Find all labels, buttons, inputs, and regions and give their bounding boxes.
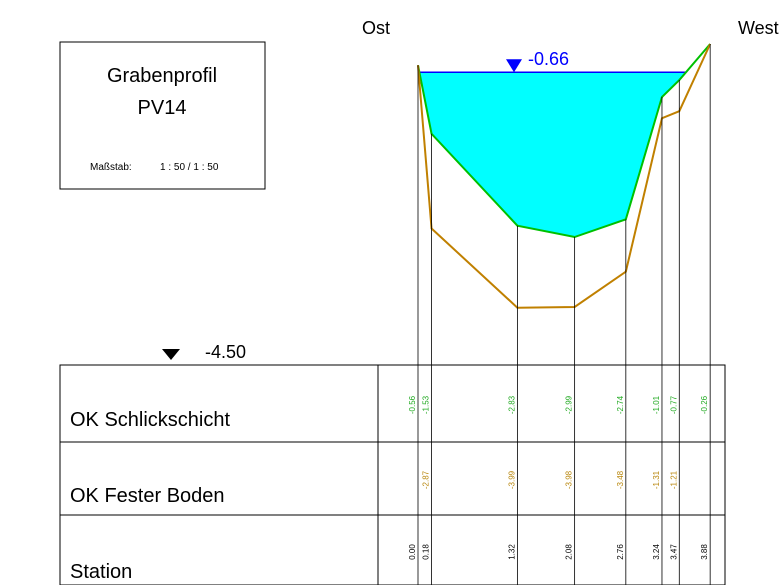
boden-value: -2.87 — [422, 470, 431, 489]
table-values: -0.56 0.00 -1.53 -2.87 0.18 -2.83 -3.99 1.32 -2.… — [408, 395, 709, 559]
title-box: Grabenprofil PV14 Maßstab: 1 : 50 / 1 : … — [59, 41, 266, 190]
schlick-value: -0.77 — [669, 395, 678, 414]
water-level-label: -0.66 — [528, 49, 569, 69]
schlick-value: -1.01 — [652, 395, 661, 414]
row-label-boden: OK Fester Boden — [70, 485, 225, 507]
schlick-value: -1.53 — [422, 395, 431, 414]
reference-level-label: -4.50 — [205, 342, 246, 362]
scale-label: Maßstab: — [90, 162, 132, 173]
station-value: 2.76 — [616, 544, 625, 560]
schlick-value: -2.83 — [507, 395, 516, 414]
station-value: 0.00 — [408, 544, 417, 560]
direction-left: Ost — [362, 18, 390, 38]
schlick-profile-line — [417, 43, 711, 239]
schlick-value: -0.56 — [408, 395, 417, 414]
profile-title: Grabenprofil — [107, 65, 217, 87]
reference-level-marker — [162, 349, 180, 360]
station-value: 0.18 — [422, 544, 431, 560]
station-value: 3.24 — [652, 544, 661, 560]
schlick-value: -0.26 — [700, 395, 709, 414]
water-area — [419, 72, 686, 238]
direction-right: West — [738, 18, 779, 38]
schlick-value: -2.74 — [616, 395, 625, 414]
boden-value: -3.98 — [565, 470, 574, 489]
profile-id: PV14 — [138, 97, 187, 119]
water-level-marker — [506, 59, 522, 73]
schlick-value: -2.99 — [565, 395, 574, 414]
scale-value: 1 : 50 / 1 : 50 — [160, 162, 219, 173]
boden-value: -3.99 — [507, 470, 516, 489]
station-lines — [417, 44, 711, 365]
row-label-station: Station — [70, 561, 132, 583]
table-station-lines — [417, 365, 711, 585]
row-label-schlick: OK Schlickschicht — [70, 409, 230, 431]
boden-profile-line — [417, 43, 712, 309]
station-value: 3.47 — [669, 544, 678, 560]
boden-value: -3.48 — [616, 470, 625, 489]
station-value: 3.88 — [700, 544, 709, 560]
boden-value: -1.21 — [669, 470, 678, 489]
data-table: OK Schlickschicht OK Fester Boden Statio… — [59, 364, 726, 585]
station-value: 1.32 — [507, 544, 516, 560]
station-value: 2.08 — [565, 544, 574, 560]
boden-value: -1.31 — [652, 470, 661, 489]
